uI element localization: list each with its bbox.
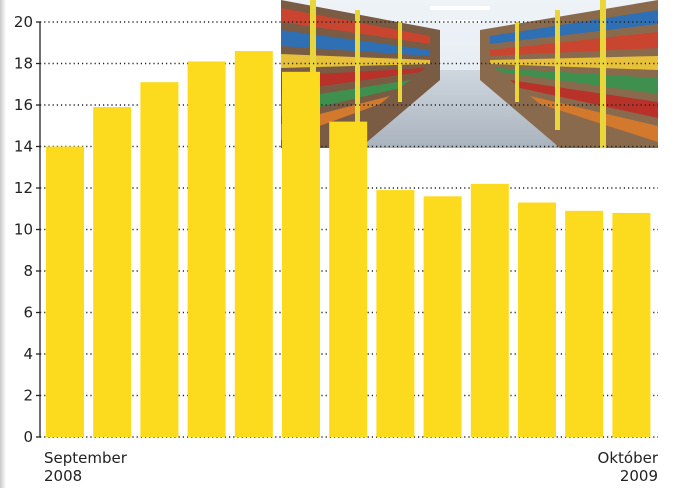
- x-start-year: 2008: [44, 467, 82, 485]
- y-tick-label: 12: [14, 179, 33, 197]
- bar: [423, 196, 462, 437]
- bar: [612, 212, 651, 437]
- bars: [46, 51, 651, 438]
- bar: [329, 121, 368, 437]
- x-end-year: 2009: [620, 467, 658, 485]
- y-tick-label: 6: [23, 304, 33, 322]
- page-edge-shadow: [0, 0, 6, 488]
- bar: [187, 61, 226, 438]
- x-end-label: Október 2009: [598, 449, 659, 485]
- x-start-label: September 2008: [44, 449, 128, 485]
- bar: [282, 71, 320, 438]
- y-tick-label: 16: [14, 96, 33, 114]
- bar: [565, 210, 604, 437]
- y-tick-labels: 0 2 4 6 8 10 12 14 16 18 20: [14, 13, 40, 446]
- bar: [46, 146, 84, 437]
- bar: [470, 183, 509, 437]
- bar: [234, 51, 273, 438]
- y-tick-label: 2: [23, 387, 33, 405]
- bar: [376, 190, 415, 437]
- y-tick-label: 14: [14, 138, 33, 156]
- y-tick-label: 8: [23, 262, 33, 280]
- bar: [93, 107, 132, 437]
- y-tick-label: 10: [14, 221, 33, 239]
- y-tick-label: 4: [23, 345, 33, 363]
- x-end-month: Október: [598, 449, 659, 467]
- right-shelf-products: [490, 0, 658, 148]
- bar: [140, 82, 179, 438]
- y-tick-label: 0: [23, 428, 33, 446]
- y-tick-label: 18: [14, 55, 33, 73]
- x-start-month: September: [44, 449, 128, 467]
- y-tick-label: 20: [14, 13, 33, 31]
- bar: [518, 202, 556, 437]
